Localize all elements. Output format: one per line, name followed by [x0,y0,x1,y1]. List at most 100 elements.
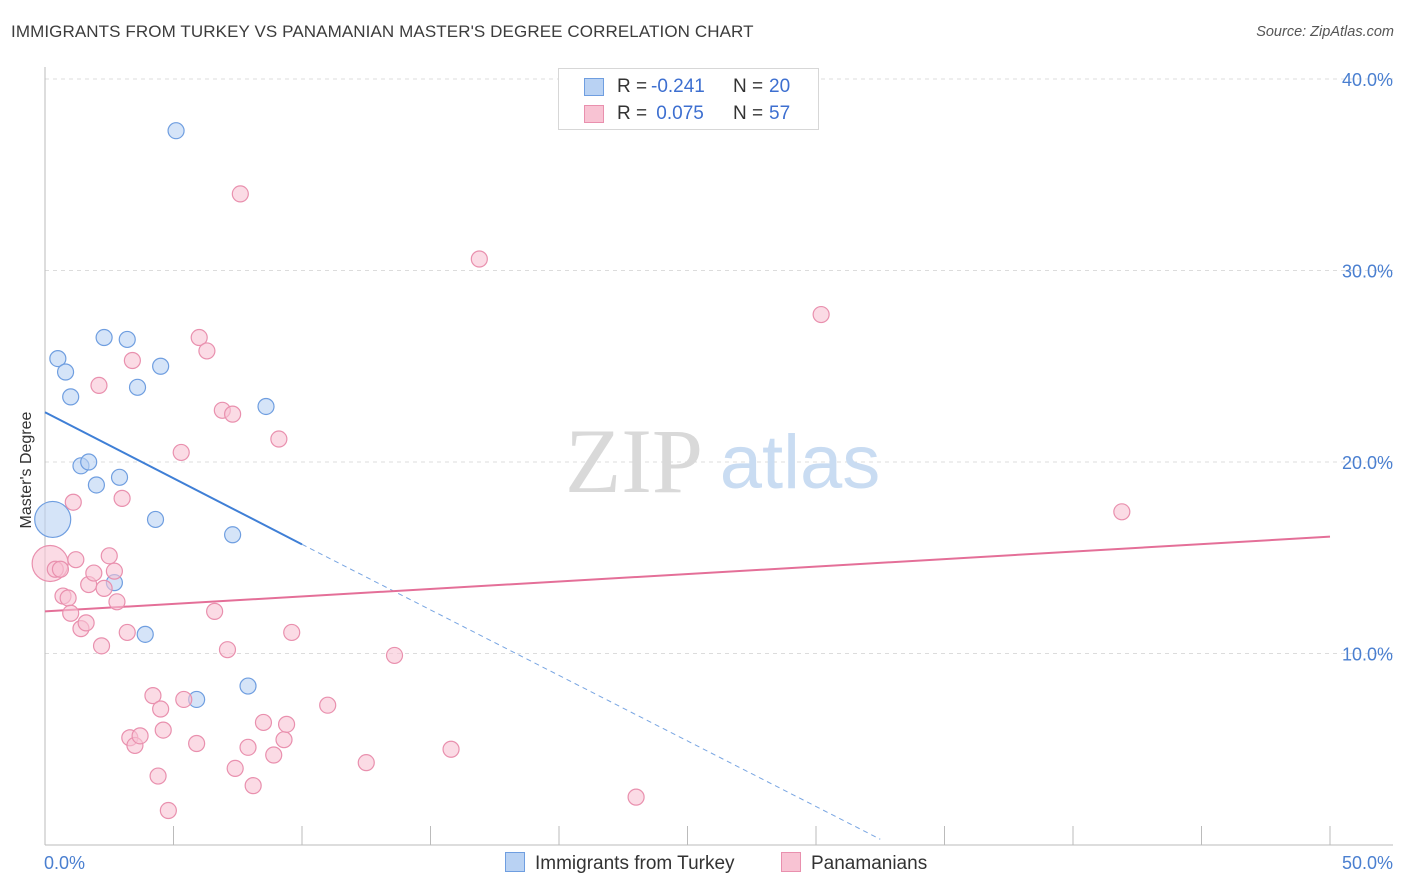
bottom-legend-swatch-blue [505,852,525,872]
panamanian-point [95,579,113,597]
trend-lines [44,411,1331,840]
panamanian-point [105,562,123,580]
panamanian-point [62,604,80,622]
panamanian-point [231,185,249,203]
bottom-legend-panamanians: Panamanians [781,852,927,875]
legend-swatch-blue [584,78,604,96]
panamanian-point [123,351,141,370]
panamanian-point [188,734,206,753]
turkey-point [128,378,147,396]
bottom-legend-swatch-pink [781,852,801,872]
panamanian-point [319,696,337,714]
panamanian-point [64,493,82,511]
panamanian-point [67,551,85,569]
turkey-point [118,330,136,349]
panamanian-point [470,250,488,268]
bottom-legend-turkey: Immigrants from Turkey [505,852,735,875]
watermark-atlas: atlas [720,420,881,505]
turkey-point [56,363,75,381]
turkey-point [80,453,98,471]
panamanian-point [154,721,172,739]
panamanian-trend-line [44,535,1331,613]
panamanian-point [812,305,830,324]
panamanian-point [357,754,375,772]
panamanian-point [224,405,242,423]
turkey-point [95,328,113,347]
turkey-point [87,476,106,494]
panamanian-point [51,560,70,578]
panamanian-point [108,593,126,611]
data-points [31,122,1131,820]
legend-n-label: N = [733,103,764,124]
legend-r-value: 0.075 [651,103,704,124]
bottom-legend-label-panamanians: Panamanians [811,853,928,874]
panamanian-point [206,602,224,620]
turkey-point [136,625,154,643]
turkey-point [152,357,170,375]
legend-n-value: 20 [769,76,791,97]
panamanian-point [113,489,131,507]
chart-title: IMMIGRANTS FROM TURKEY VS PANAMANIAN MAS… [11,22,754,41]
panamanian-point [1113,503,1131,521]
panamanian-point [149,767,167,785]
panamanian-point [131,727,149,745]
panamanian-point [85,564,103,582]
y-axis-label: Master's Degree [18,411,35,529]
turkey-point [224,526,242,544]
y-tick-label: 10.0% [1342,645,1393,665]
turkey-point [167,122,185,140]
turkey-point [49,349,67,368]
panamanian-point [277,715,296,733]
panamanian-point [172,443,190,462]
x-tick-label: 50.0% [1342,853,1393,873]
y-tick-label: 20.0% [1342,453,1393,473]
panamanian-point [270,430,288,448]
panamanian-point [59,589,77,607]
panamanian-point [152,700,170,718]
panamanian-point [198,342,216,360]
panamanian-point [118,623,136,642]
panamanian-point [190,328,208,347]
bottom-legend-label-turkey: Immigrants from Turkey [535,853,735,874]
panamanian-point [226,759,244,778]
panamanian-point [385,646,404,665]
watermark-zip: ZIP [565,410,703,512]
panamanian-point [627,788,645,806]
panamanian-point [77,614,95,632]
panamanian-point [239,738,257,756]
panamanian-point [275,731,293,749]
turkey-point [34,500,72,539]
panamanian-point [442,740,460,758]
panamanian-point [218,641,237,659]
axes [44,67,1393,846]
tick-labels: 10.0% 20.0% 30.0% 40.0% 0.0% 50.0% [44,70,1393,873]
legend-r-label: R = [617,103,648,124]
legend-swatch-pink [584,105,604,123]
y-tick-label: 30.0% [1342,262,1393,282]
turkey-point [239,677,257,695]
turkey-point [257,397,275,416]
watermark: ZIP atlas [565,410,880,512]
source-label: Source: ZipAtlas.com [1256,24,1394,40]
panamanian-point [144,687,162,705]
legend-r-value: -0.241 [651,76,705,97]
correlation-legend: R = -0.241 N = 20 R = 0.075 N = 57 [558,68,819,130]
turkey-point [146,510,165,529]
panamanian-point [159,801,177,820]
gridlines [45,78,1393,654]
panamanian-point [90,376,108,394]
panamanian-point [254,713,273,732]
legend-n-value: 57 [769,103,791,124]
legend-r-label: R = [617,76,648,97]
panamanian-point [265,746,283,764]
turkey-point [110,468,129,486]
panamanian-point [92,637,111,655]
turkey-trend-extension [301,543,881,840]
legend-n-label: N = [733,76,764,97]
panamanian-point [100,547,118,565]
turkey-point [62,388,80,406]
panamanian-point [244,777,262,795]
x-tick-label: 0.0% [44,853,85,873]
y-tick-label: 40.0% [1342,70,1393,90]
